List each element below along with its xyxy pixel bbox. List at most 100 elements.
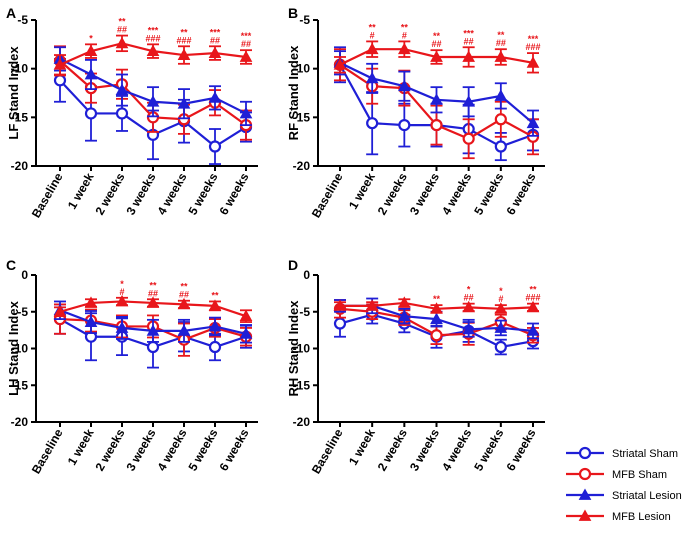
data-point <box>208 140 222 153</box>
data-point <box>84 44 98 57</box>
y-tick-label: -5 <box>299 13 310 27</box>
data-point <box>208 91 222 103</box>
significance-label: ** <box>149 280 157 290</box>
data-point <box>397 309 411 322</box>
data-point <box>526 56 540 68</box>
significance-label: ## <box>241 39 251 49</box>
significance-label: ## <box>117 25 127 35</box>
significance-label: *** <box>463 28 474 38</box>
data-point <box>115 107 129 120</box>
data-point <box>208 46 222 58</box>
significance-label: ** <box>433 294 441 304</box>
x-tick-label: 3 weeks <box>407 170 442 217</box>
x-tick-label: 4 weeks <box>439 170 474 217</box>
data-point <box>462 50 476 62</box>
y-tick-label: -20 <box>293 415 311 429</box>
panel-letter: C <box>6 257 16 273</box>
data-point <box>146 95 160 107</box>
y-tick-label: -15 <box>293 378 311 392</box>
data-point <box>177 48 191 60</box>
y-tick-label: -5 <box>17 305 28 319</box>
y-tick-label: -5 <box>17 13 28 27</box>
x-tick-label: 5 weeks <box>471 170 506 217</box>
y-tick-label: -5 <box>299 305 310 319</box>
x-tick-label: 2 weeks <box>375 426 410 473</box>
significance-label: ** <box>529 285 537 295</box>
x-tick-label: Baseline <box>309 170 346 220</box>
data-point <box>365 71 379 84</box>
y-tick-label: -15 <box>11 110 29 124</box>
data-point <box>494 302 508 314</box>
data-point <box>84 315 98 327</box>
y-tick-label: -10 <box>293 342 311 356</box>
y-tick-label: -10 <box>11 342 29 356</box>
data-point <box>115 83 129 95</box>
data-point <box>84 107 98 120</box>
data-point <box>430 50 443 62</box>
significance-label: ## <box>496 38 506 48</box>
significance-label: ## <box>179 290 189 300</box>
legend-label: Striatal Sham <box>612 448 678 460</box>
legend-label: MFB Lesion <box>612 511 671 523</box>
y-tick-label: -15 <box>293 110 311 124</box>
significance-label: ** <box>401 22 409 32</box>
data-point <box>53 74 67 87</box>
data-point <box>526 300 540 313</box>
legend-label: MFB Sham <box>612 469 667 481</box>
data-point <box>239 106 253 119</box>
data-point <box>239 327 253 339</box>
x-tick-label: 5 weeks <box>471 426 506 473</box>
data-point <box>239 309 253 322</box>
y-tick-label: -20 <box>11 159 29 173</box>
x-tick-label: 6 weeks <box>216 426 251 473</box>
data-point <box>430 312 443 324</box>
data-point <box>494 113 507 126</box>
panel-letter: B <box>288 5 298 21</box>
panel-letter: D <box>288 257 298 273</box>
legend: Striatal Sham MFB Sham Striatal Lesion MFB … <box>566 446 682 523</box>
significance-label: # <box>119 287 124 297</box>
significance-label: # <box>498 294 503 304</box>
data-point <box>430 329 443 342</box>
significance-label: ** <box>369 22 377 32</box>
data-point <box>146 324 160 336</box>
significance-label: ### <box>525 42 540 52</box>
significance-label: ### <box>145 33 160 43</box>
data-point <box>430 119 443 132</box>
data-point <box>462 95 476 107</box>
data-point <box>397 296 411 308</box>
legend-label: Striatal Lesion <box>612 490 682 502</box>
data-point <box>146 44 160 57</box>
x-tick-label: 1 week <box>346 170 378 211</box>
x-tick-label: Baseline <box>29 426 66 476</box>
data-point <box>115 321 129 333</box>
data-point <box>398 119 411 132</box>
data-point <box>526 116 540 129</box>
significance-label: ### <box>176 35 191 45</box>
data-point <box>366 117 379 130</box>
significance-label: ** <box>433 31 441 41</box>
data-point <box>177 324 191 336</box>
x-tick-label: 6 weeks <box>503 170 538 217</box>
significance-label: # <box>402 30 407 40</box>
data-point <box>494 321 508 333</box>
data-point <box>430 302 443 314</box>
x-tick-label: 4 weeks <box>439 426 474 473</box>
x-tick-label: 2 weeks <box>375 170 410 217</box>
data-point <box>397 79 411 92</box>
significance-label: ### <box>525 293 540 303</box>
significance-label: ## <box>210 35 220 45</box>
y-tick-label: -20 <box>293 159 311 173</box>
data-point <box>115 294 129 307</box>
y-tick-label: 0 <box>21 268 28 282</box>
series-striatal-lesion <box>53 46 253 127</box>
y-tick-label: -20 <box>11 415 29 429</box>
series-mfb-lesion <box>333 296 540 314</box>
significance-label: # <box>370 30 375 40</box>
data-point <box>494 50 508 62</box>
data-point <box>84 67 98 80</box>
data-point <box>333 317 347 330</box>
data-point <box>177 97 191 109</box>
legend-marker <box>578 467 592 481</box>
